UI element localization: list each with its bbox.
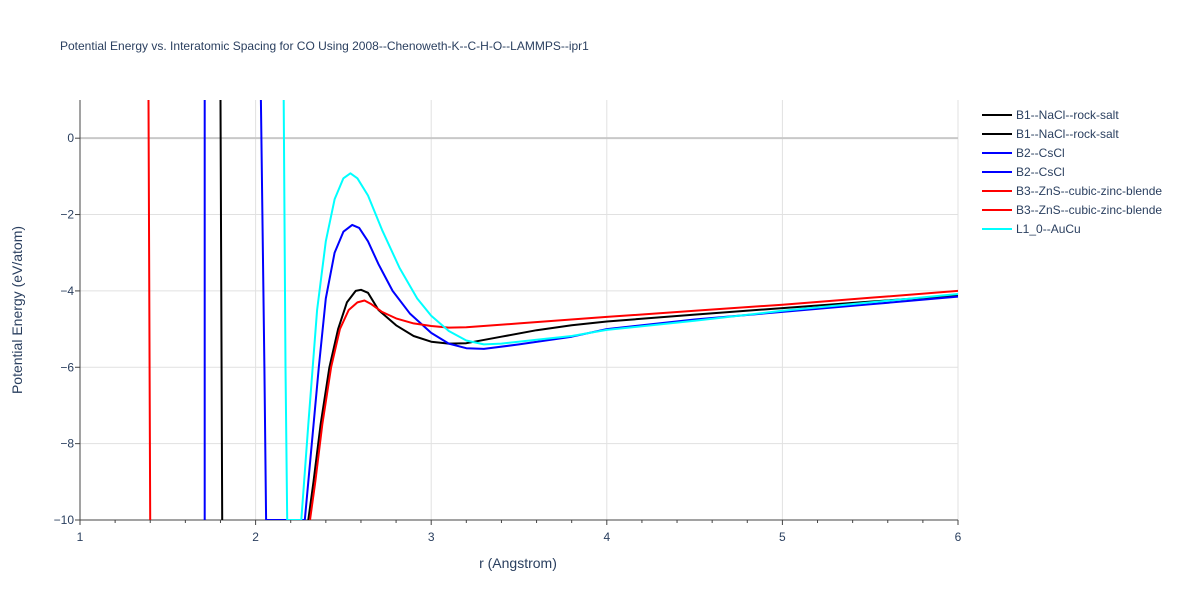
- series-line-6: [309, 289, 958, 520]
- y-tick-label: 0: [67, 131, 74, 145]
- series-line-2: [307, 288, 958, 520]
- x-tick-label: 4: [603, 530, 610, 544]
- legend-item[interactable]: L1_0--AuCu: [982, 222, 1081, 236]
- x-tick-label: 6: [955, 530, 962, 544]
- series-line-1: [219, 100, 224, 520]
- x-tick-label: 2: [252, 530, 259, 544]
- legend-label: B3--ZnS--cubic-zinc-blende: [1016, 184, 1162, 198]
- x-tick-label: 1: [77, 530, 84, 544]
- legend-label: B2--CsCl: [1016, 146, 1065, 160]
- x-axis-title: r (Angstrom): [479, 555, 557, 571]
- y-tick-label: −10: [54, 513, 75, 527]
- axes: [75, 100, 959, 525]
- gridlines: [80, 100, 959, 520]
- legend-item[interactable]: B1--NaCl--rock-salt: [982, 127, 1119, 141]
- x-tick-label: 5: [779, 530, 786, 544]
- legend[interactable]: B1--NaCl--rock-salt B1--NaCl--rock-salt B2…: [982, 108, 1162, 236]
- x-tick-label: 3: [428, 530, 435, 544]
- plot-area: [147, 100, 958, 520]
- legend-label: B2--CsCl: [1016, 165, 1065, 179]
- y-tick-labels: 0 −2 −4 −6 −8 −10: [54, 131, 75, 527]
- legend-label: B1--NaCl--rock-salt: [1016, 108, 1119, 122]
- y-tick-label: −2: [60, 208, 74, 222]
- legend-label: L1_0--AuCu: [1016, 222, 1081, 236]
- y-tick-label: −8: [60, 437, 74, 451]
- legend-label: B3--ZnS--cubic-zinc-blende: [1016, 203, 1162, 217]
- y-tick-label: −4: [60, 284, 74, 298]
- x-tick-labels: 1 2 3 4 5 6: [77, 530, 962, 544]
- legend-item[interactable]: B2--CsCl: [982, 146, 1065, 160]
- legend-item[interactable]: B3--ZnS--cubic-zinc-blende: [982, 184, 1162, 198]
- series-line-7: [282, 100, 958, 520]
- y-tick-label: −6: [60, 360, 74, 374]
- series-line-5: [147, 100, 152, 520]
- chart-title: Potential Energy vs. Interatomic Spacing…: [60, 39, 589, 53]
- legend-label: B1--NaCl--rock-salt: [1016, 127, 1119, 141]
- legend-item[interactable]: B1--NaCl--rock-salt: [982, 108, 1119, 122]
- legend-item[interactable]: B3--ZnS--cubic-zinc-blende: [982, 203, 1162, 217]
- legend-item[interactable]: B2--CsCl: [982, 165, 1065, 179]
- y-axis-title: Potential Energy (eV/atom): [9, 226, 25, 394]
